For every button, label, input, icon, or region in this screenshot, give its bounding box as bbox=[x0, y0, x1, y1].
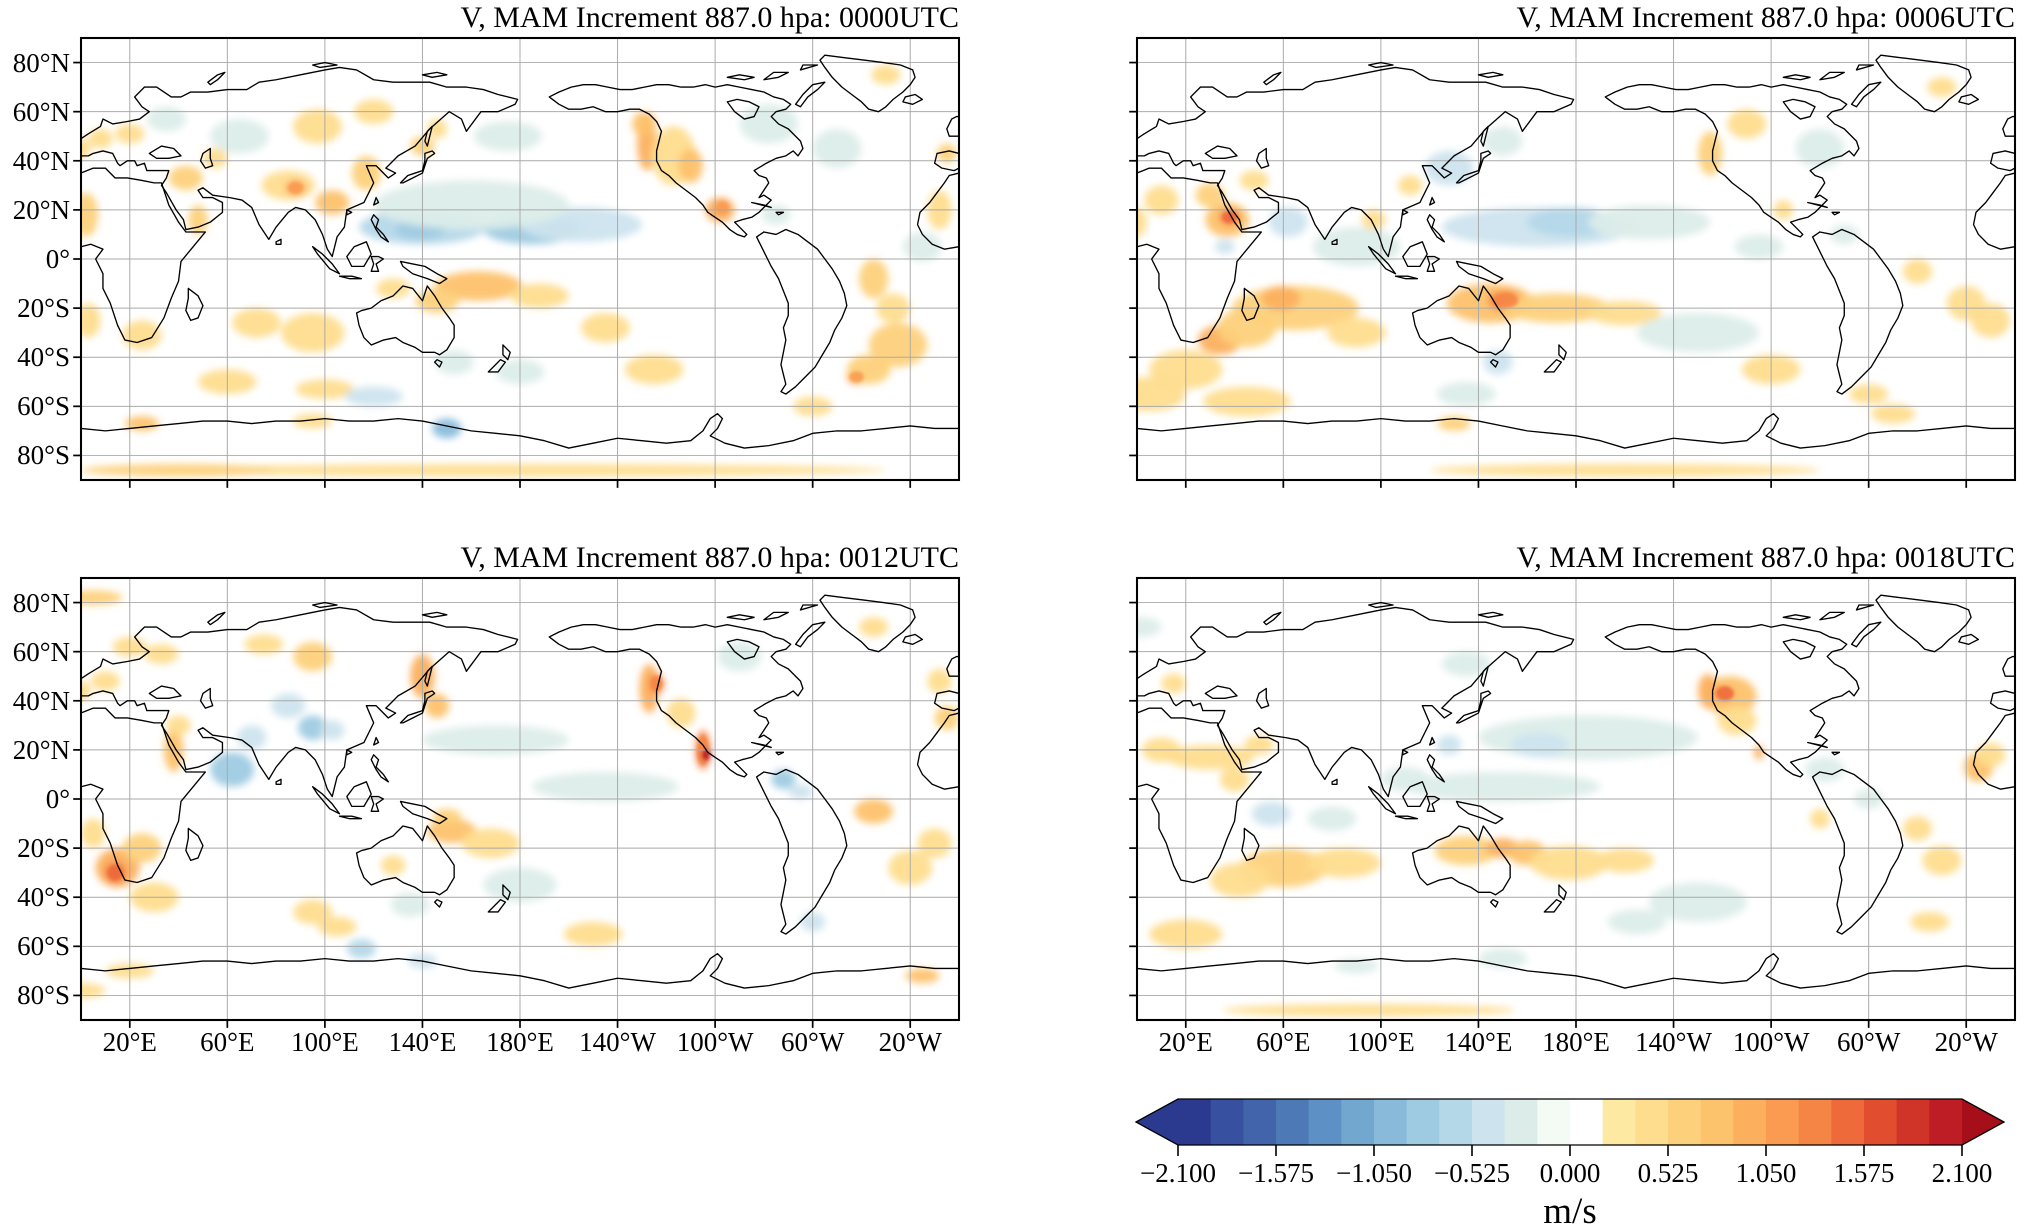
graticule bbox=[81, 578, 960, 1020]
colorbar-units-label: m/s bbox=[1543, 1191, 1597, 1232]
lon-tick-label: 60°W bbox=[1837, 1027, 1901, 1057]
lon-tick-label: 60°E bbox=[200, 1027, 255, 1057]
lat-tick-label: 40°N bbox=[12, 685, 70, 716]
lon-tick-label: 180°E bbox=[1542, 1027, 1610, 1057]
colorbar-tick-label: 2.100 bbox=[1931, 1158, 1993, 1188]
panel-title-0018utc: V, MAM Increment 887.0 hpa: 0018UTC bbox=[1516, 541, 2015, 574]
lon-tick-label: 60°E bbox=[1256, 1027, 1311, 1057]
map-panel-0012utc bbox=[73, 576, 961, 1028]
colorbar-tick-label: −1.575 bbox=[1238, 1158, 1314, 1188]
graticule bbox=[1137, 38, 2015, 480]
lon-tick-label: 20°E bbox=[1158, 1027, 1213, 1057]
lat-tick-label: 60°S bbox=[17, 931, 70, 962]
lon-tick-label: 180°E bbox=[486, 1027, 554, 1057]
lat-tick-label: 80°N bbox=[12, 47, 70, 78]
graticule bbox=[81, 38, 960, 480]
colorbar-tick-label: 1.050 bbox=[1735, 1158, 1797, 1188]
panel-border bbox=[79, 576, 961, 1022]
lon-tick-label: 140°E bbox=[388, 1027, 457, 1057]
lat-tick-label: 20°N bbox=[12, 194, 70, 225]
lon-tick-label: 140°W bbox=[1635, 1027, 1712, 1057]
lon-tick-label: 60°W bbox=[781, 1027, 845, 1057]
colorbar bbox=[1134, 1098, 2006, 1156]
lat-tick-label: 20°N bbox=[12, 734, 70, 765]
lon-tick-label: 100°E bbox=[1346, 1027, 1415, 1057]
lon-tick-label: 140°E bbox=[1444, 1027, 1513, 1057]
axis-ticks bbox=[1129, 601, 1968, 1028]
lat-tick-label: 0° bbox=[45, 784, 70, 814]
lat-tick-label: 60°S bbox=[17, 391, 70, 422]
panel-border bbox=[1135, 36, 2017, 482]
axis-ticks bbox=[73, 61, 912, 488]
axis-ticks bbox=[73, 601, 912, 1028]
lat-tick-label: 80°N bbox=[12, 587, 70, 618]
panel-title-0012utc: V, MAM Increment 887.0 hpa: 0012UTC bbox=[460, 541, 959, 574]
lat-tick-label: 20°S bbox=[17, 293, 70, 324]
lat-tick-label: 20°S bbox=[17, 833, 70, 864]
lat-tick-label: 60°N bbox=[12, 636, 70, 667]
coastlines bbox=[80, 54, 960, 449]
lon-tick-label: 100°E bbox=[290, 1027, 359, 1057]
coastlines bbox=[1136, 594, 2016, 989]
colorbar-tick-label: −0.525 bbox=[1434, 1158, 1510, 1188]
lat-tick-label: 40°S bbox=[17, 342, 70, 373]
coastlines bbox=[1136, 54, 2016, 449]
lon-tick-label: 20°W bbox=[878, 1027, 942, 1057]
colorbar-over-arrow bbox=[1962, 1099, 2004, 1145]
lon-tick-label: 100°W bbox=[676, 1027, 754, 1057]
map-panel-0000utc bbox=[73, 36, 961, 488]
colorbar-tick-label: −2.100 bbox=[1140, 1158, 1216, 1188]
colorbar-tick-label: 0.000 bbox=[1539, 1158, 1601, 1188]
colorbar-ticks bbox=[1177, 1145, 1963, 1156]
lat-tick-label: 60°N bbox=[12, 96, 70, 127]
lon-tick-label: 100°W bbox=[1732, 1027, 1810, 1057]
colorbar-segments bbox=[1178, 1099, 1963, 1145]
panel-title-0000utc: V, MAM Increment 887.0 hpa: 0000UTC bbox=[460, 1, 959, 34]
lat-tick-label: 40°S bbox=[17, 882, 70, 913]
lat-tick-label: 40°N bbox=[12, 145, 70, 176]
lat-tick-label: 0° bbox=[45, 244, 70, 274]
lat-tick-label: 80°S bbox=[17, 980, 70, 1011]
map-panel-0018utc bbox=[1129, 576, 2017, 1028]
colorbar-under-arrow bbox=[1136, 1099, 1178, 1145]
anomaly-field bbox=[81, 590, 959, 998]
anomaly-field bbox=[1137, 617, 2006, 1017]
axis-ticks bbox=[1129, 61, 1968, 488]
lon-tick-label: 20°E bbox=[102, 1027, 157, 1057]
lat-tick-label: 80°S bbox=[17, 440, 70, 471]
coastlines bbox=[80, 594, 960, 989]
panel-border bbox=[1135, 576, 2017, 1022]
colorbar-tick-label: −1.050 bbox=[1336, 1158, 1412, 1188]
map-panel-0006utc bbox=[1129, 36, 2017, 488]
panel-border bbox=[79, 36, 961, 482]
colorbar-tick-label: 1.575 bbox=[1833, 1158, 1895, 1188]
anomaly-field bbox=[1137, 77, 2011, 477]
colorbar-tick-label: 0.525 bbox=[1637, 1158, 1699, 1188]
graticule bbox=[1137, 578, 2015, 1020]
panel-title-0006utc: V, MAM Increment 887.0 hpa: 0006UTC bbox=[1516, 1, 2015, 34]
anomaly-field bbox=[81, 65, 957, 477]
lon-tick-label: 20°W bbox=[1934, 1027, 1998, 1057]
lon-tick-label: 140°W bbox=[579, 1027, 656, 1057]
